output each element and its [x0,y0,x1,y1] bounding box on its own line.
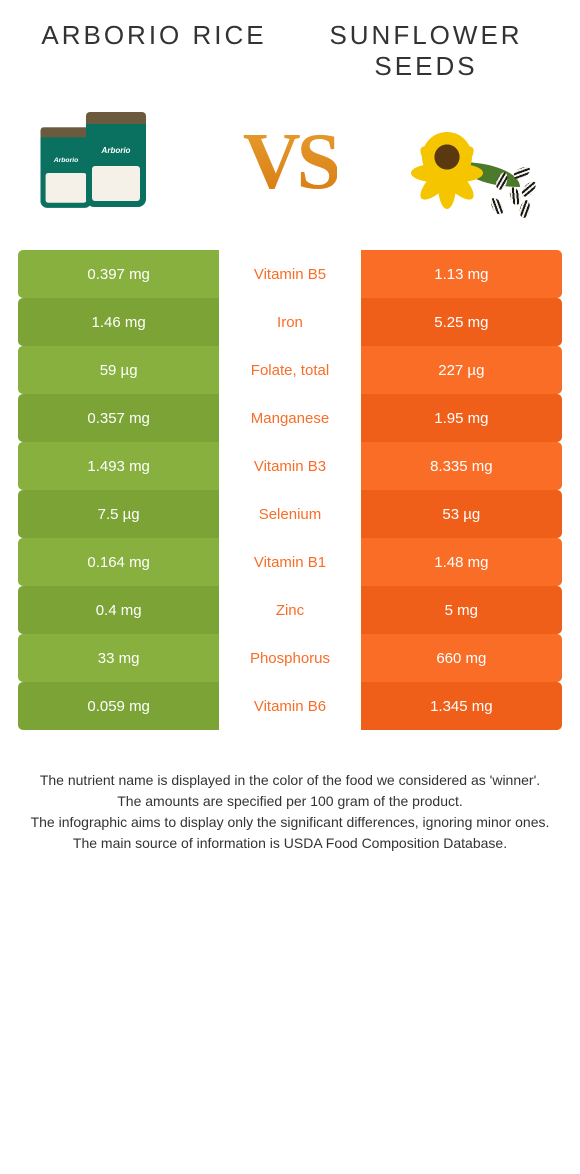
nutrient-name: Folate, total [219,346,360,394]
nutrient-row: 0.164 mgVitamin B11.48 mg [18,538,562,586]
nutrient-row: 33 mgPhosphorus660 mg [18,634,562,682]
seed-icon [488,196,506,217]
right-value: 660 mg [361,634,562,682]
nutrient-row: 59 µgFolate, total227 µg [18,346,562,394]
nutrient-row: 0.4 mgZinc5 mg [18,586,562,634]
left-value: 7.5 µg [18,490,219,538]
footnote-line: The nutrient name is displayed in the co… [28,770,552,791]
left-value: 1.493 mg [18,442,219,490]
nutrient-row: 7.5 µgSelenium53 µg [18,490,562,538]
right-value: 1.345 mg [361,682,562,730]
images-row: Arborio Arborio VS [18,102,562,222]
nutrient-table: 0.397 mgVitamin B51.13 mg1.46 mgIron5.25… [18,250,562,730]
nutrient-name: Vitamin B5 [219,250,360,298]
right-food-image [402,102,552,222]
rice-bag-icon: Arborio [41,128,92,209]
left-value: 0.164 mg [18,538,219,586]
left-value: 0.059 mg [18,682,219,730]
left-value: 1.46 mg [18,298,219,346]
nutrient-name: Selenium [219,490,360,538]
nutrient-row: 1.46 mgIron5.25 mg [18,298,562,346]
rice-bag-icon: Arborio [86,112,146,207]
footnote-line: The main source of information is USDA F… [28,833,552,854]
left-value: 0.4 mg [18,586,219,634]
left-value: 0.397 mg [18,250,219,298]
vs-label: VS [243,117,337,208]
footnotes: The nutrient name is displayed in the co… [18,770,562,854]
nutrient-row: 0.397 mgVitamin B51.13 mg [18,250,562,298]
nutrient-name: Zinc [219,586,360,634]
left-value: 59 µg [18,346,219,394]
nutrient-name: Phosphorus [219,634,360,682]
right-food-title: SUNFLOWER SEEDS [290,20,562,82]
right-value: 227 µg [361,346,562,394]
nutrient-row: 1.493 mgVitamin B38.335 mg [18,442,562,490]
right-value: 5 mg [361,586,562,634]
seed-icon [508,186,522,206]
nutrient-name: Vitamin B6 [219,682,360,730]
right-value: 1.48 mg [361,538,562,586]
right-value: 5.25 mg [361,298,562,346]
seed-icon [518,200,531,219]
left-value: 33 mg [18,634,219,682]
right-value: 1.13 mg [361,250,562,298]
nutrient-row: 0.357 mgManganese1.95 mg [18,394,562,442]
seed-icon [519,179,538,199]
nutrient-name: Iron [219,298,360,346]
left-food-title: ARBORIO RICE [18,20,290,82]
nutrient-name: Vitamin B3 [219,442,360,490]
right-value: 8.335 mg [361,442,562,490]
footnote-line: The infographic aims to display only the… [28,812,552,833]
right-value: 53 µg [361,490,562,538]
footnote-line: The amounts are specified per 100 gram o… [28,791,552,812]
nutrient-name: Manganese [219,394,360,442]
header-row: ARBORIO RICE SUNFLOWER SEEDS [18,20,562,82]
right-value: 1.95 mg [361,394,562,442]
nutrient-row: 0.059 mgVitamin B61.345 mg [18,682,562,730]
nutrient-name: Vitamin B1 [219,538,360,586]
left-food-image: Arborio Arborio [28,102,178,222]
left-value: 0.357 mg [18,394,219,442]
